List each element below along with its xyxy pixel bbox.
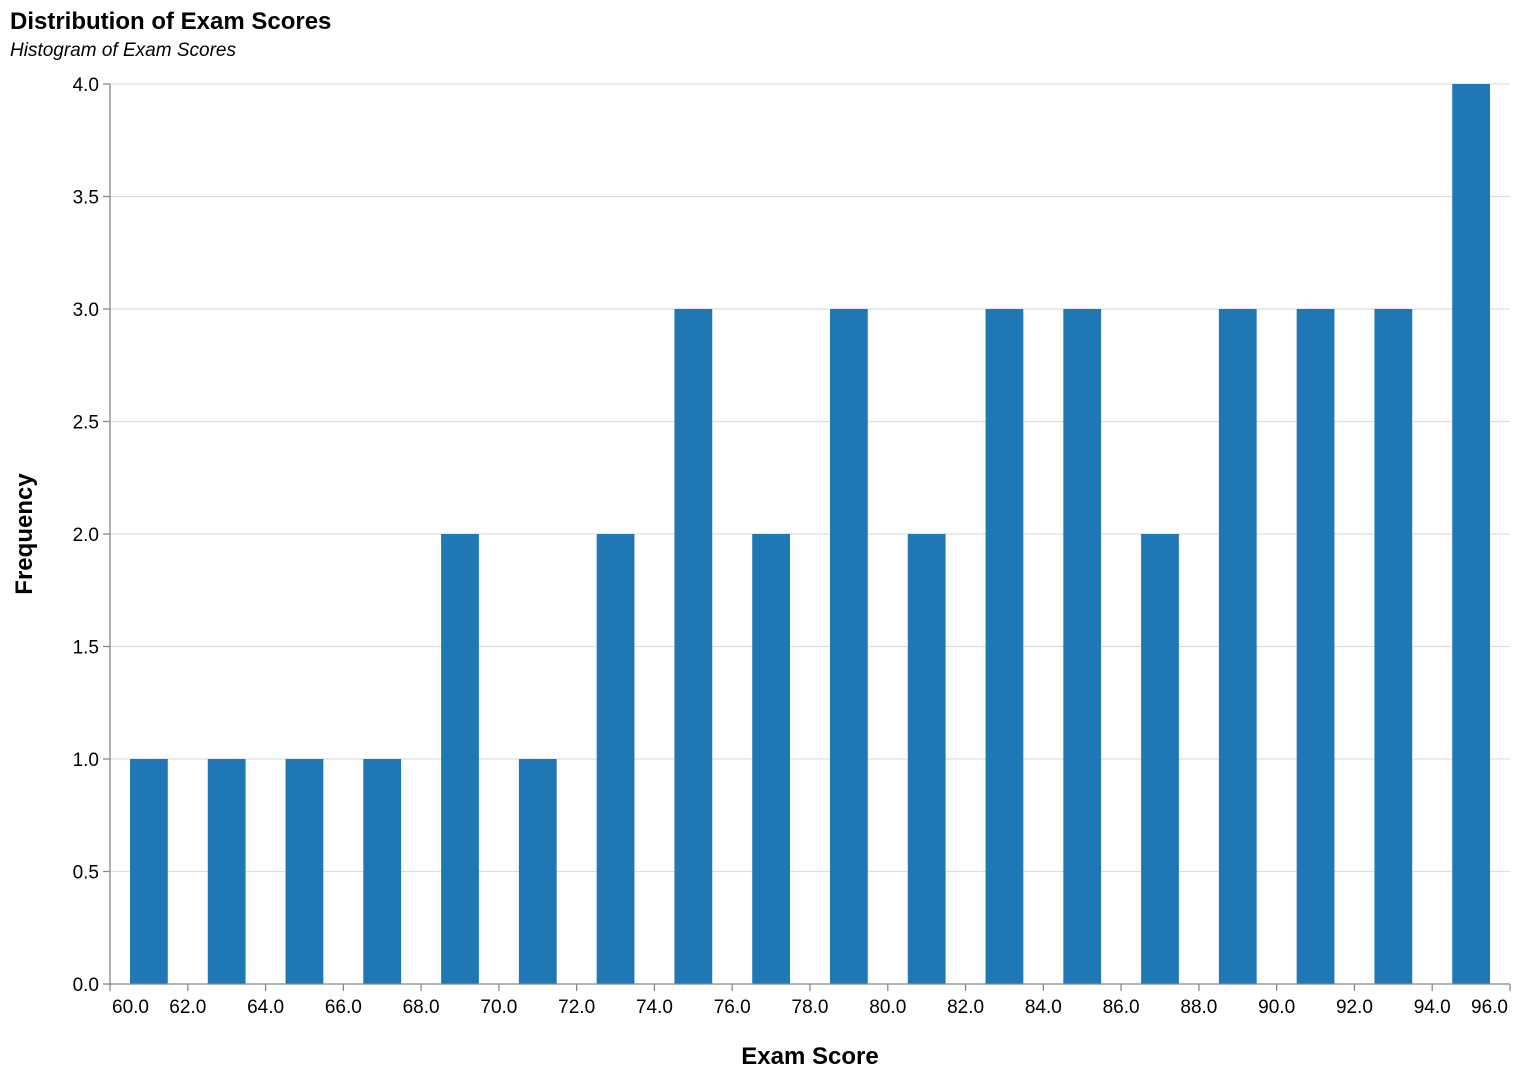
x-tick-label: 90.0 bbox=[1258, 997, 1295, 1018]
y-tick-label: 4.0 bbox=[73, 75, 99, 96]
x-tick-label: 60.0 bbox=[112, 997, 149, 1018]
x-tick-label: 94.0 bbox=[1414, 997, 1451, 1018]
histogram-bar bbox=[907, 534, 946, 984]
histogram-bar bbox=[1063, 309, 1102, 984]
histogram-bar bbox=[1374, 309, 1413, 984]
y-tick-label: 0.5 bbox=[73, 863, 99, 884]
x-axis-title: Exam Score bbox=[741, 1043, 878, 1070]
histogram-bar bbox=[752, 534, 790, 984]
bars bbox=[130, 84, 1490, 984]
histogram-bar bbox=[207, 759, 246, 984]
x-tick-label: 78.0 bbox=[792, 997, 829, 1018]
x-tick-label: 92.0 bbox=[1336, 997, 1373, 1018]
grid-lines bbox=[110, 83, 1510, 873]
axes bbox=[103, 83, 1511, 991]
histogram-bar bbox=[130, 759, 168, 984]
histogram-bar bbox=[285, 759, 324, 984]
y-tick-label: 3.5 bbox=[73, 188, 99, 209]
histogram-bar bbox=[1452, 84, 1490, 984]
y-tick-label: 0.0 bbox=[73, 975, 99, 996]
y-tick-label: 1.5 bbox=[73, 638, 99, 659]
histogram-bar bbox=[1141, 534, 1179, 984]
x-tick-label: 82.0 bbox=[947, 997, 984, 1018]
histogram-bar bbox=[830, 309, 868, 984]
histogram-bar bbox=[596, 534, 635, 984]
histogram-bar bbox=[1218, 309, 1257, 984]
x-tick-label: 96.0 bbox=[1471, 997, 1508, 1018]
chart-subtitle: Histogram of Exam Scores bbox=[10, 40, 236, 61]
x-tick-label: 70.0 bbox=[480, 997, 517, 1018]
x-tick-label: 88.0 bbox=[1180, 997, 1217, 1018]
x-tick-label: 74.0 bbox=[636, 997, 673, 1018]
histogram-bar bbox=[1296, 309, 1335, 984]
x-tick-label: 76.0 bbox=[714, 997, 751, 1018]
y-tick-label: 2.0 bbox=[73, 525, 99, 546]
histogram-bar bbox=[363, 759, 402, 984]
x-tick-label: 86.0 bbox=[1103, 997, 1140, 1018]
tick-labels: 0.0 0.5 1.0 1.5 2.0 2.5 3.0 3.5 4.0 60.0 62.0 64.0 6… bbox=[73, 75, 1508, 1018]
y-tick-label: 3.0 bbox=[73, 300, 99, 321]
x-tick-label: 68.0 bbox=[403, 997, 440, 1018]
histogram-bar bbox=[674, 309, 713, 984]
histogram-bar bbox=[441, 534, 479, 984]
chart-title: Distribution of Exam Scores bbox=[10, 8, 332, 35]
x-tick-label: 80.0 bbox=[869, 997, 906, 1018]
y-tick-label: 1.0 bbox=[73, 750, 99, 771]
x-tick-label: 84.0 bbox=[1025, 997, 1062, 1018]
y-axis-title: Frequency bbox=[11, 473, 38, 595]
histogram-bar bbox=[985, 309, 1024, 984]
x-tick-label: 72.0 bbox=[558, 997, 595, 1018]
x-tick-label: 62.0 bbox=[169, 997, 206, 1018]
histogram-bar bbox=[518, 759, 557, 984]
y-tick-label: 2.5 bbox=[73, 413, 99, 434]
x-tick-label: 66.0 bbox=[325, 997, 362, 1018]
x-tick-label: 64.0 bbox=[247, 997, 284, 1018]
